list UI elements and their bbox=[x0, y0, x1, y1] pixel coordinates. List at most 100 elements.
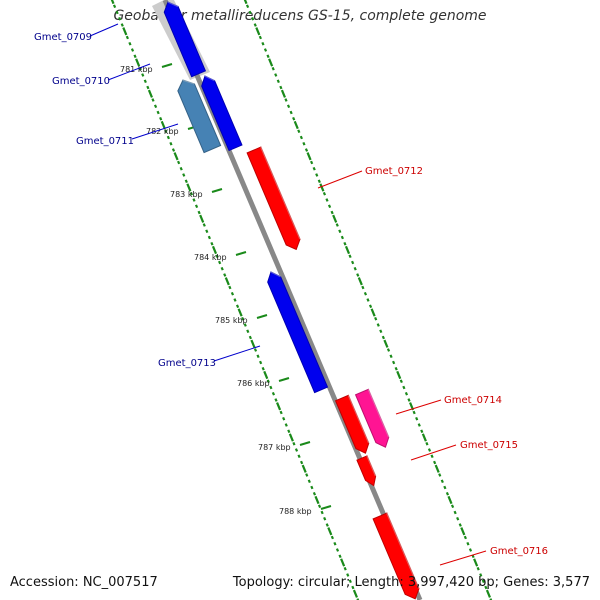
tick-mark bbox=[276, 402, 282, 411]
tick-mark bbox=[310, 485, 314, 490]
tick-mark bbox=[325, 523, 329, 527]
tick-mark bbox=[392, 360, 396, 365]
tick-major-mark bbox=[256, 314, 268, 319]
gene-label[interactable]: Gmet_0710 bbox=[52, 76, 110, 87]
gene-gmet-0713[interactable] bbox=[267, 271, 329, 394]
tick-mark bbox=[404, 391, 409, 396]
gene-label[interactable]: Gmet_0716 bbox=[490, 546, 548, 557]
tick-major-mark bbox=[211, 188, 223, 193]
tick-mark bbox=[259, 360, 263, 365]
tick-mark bbox=[473, 558, 479, 567]
tick-mark bbox=[141, 73, 145, 77]
tick-mark bbox=[223, 273, 227, 277]
tick-mark bbox=[356, 273, 360, 277]
tick-mark bbox=[312, 166, 316, 171]
tick-mark bbox=[128, 41, 132, 46]
tick-mark bbox=[394, 366, 398, 371]
tick-mark bbox=[366, 298, 370, 302]
gene-label-leader bbox=[395, 399, 442, 415]
tick-mark bbox=[284, 98, 288, 102]
tick-mark bbox=[386, 348, 391, 352]
tick-mark bbox=[245, 4, 250, 9]
tick-mark bbox=[315, 173, 319, 177]
tick-mark bbox=[271, 66, 275, 71]
tick-mark bbox=[438, 473, 442, 477]
tick-mark bbox=[292, 116, 296, 121]
tick-mark bbox=[122, 27, 128, 36]
tick-mark bbox=[481, 579, 485, 584]
tick-major-mark bbox=[299, 441, 311, 446]
tick-mark bbox=[274, 73, 278, 77]
tick-mark bbox=[160, 120, 166, 130]
tick-mark bbox=[130, 48, 135, 52]
tick-mark bbox=[376, 323, 380, 327]
tick-mark bbox=[317, 504, 322, 509]
tick-mark bbox=[484, 585, 488, 590]
tick-mark bbox=[319, 183, 325, 192]
gene-label[interactable]: Gmet_0712 bbox=[365, 166, 423, 177]
tick-mark bbox=[434, 464, 440, 473]
tick-major-mark bbox=[320, 505, 332, 510]
gene-gmet-0709[interactable] bbox=[163, 1, 207, 78]
gene-label[interactable]: Gmet_0711 bbox=[76, 136, 134, 147]
tick-label: 788 kbp bbox=[279, 507, 312, 516]
gene-gmet-0714[interactable] bbox=[354, 388, 390, 448]
tick-mark bbox=[135, 58, 141, 67]
gene-gmet-0710[interactable] bbox=[201, 75, 243, 152]
tick-mark bbox=[279, 410, 283, 415]
tick-mark bbox=[300, 460, 304, 465]
tick-mark bbox=[381, 335, 385, 340]
tick-mark bbox=[344, 245, 351, 255]
tick-mark bbox=[340, 235, 344, 240]
tick-mark bbox=[243, 323, 247, 327]
tick-mark bbox=[197, 210, 201, 215]
gene-highlight bbox=[167, 1, 179, 8]
tick-mark bbox=[235, 304, 240, 309]
gene-highlight bbox=[386, 512, 420, 589]
tick-mark bbox=[447, 495, 453, 505]
tick-mark bbox=[299, 135, 303, 140]
tick-mark bbox=[243, 0, 248, 5]
tick-mark bbox=[274, 398, 278, 402]
gene-gmet-0715[interactable] bbox=[334, 394, 370, 454]
tick-mark bbox=[292, 441, 296, 446]
tick-mark bbox=[287, 429, 291, 434]
tick-mark bbox=[276, 79, 280, 84]
gene-label[interactable]: Gmet_0715 bbox=[460, 440, 518, 451]
tick-mark bbox=[443, 485, 447, 490]
tick-mark bbox=[335, 548, 340, 552]
tick-mark bbox=[301, 464, 307, 473]
left-tick-track bbox=[110, 0, 360, 600]
tick-mark bbox=[153, 104, 158, 109]
tick-mark bbox=[320, 510, 324, 515]
gene-highlight bbox=[260, 146, 301, 240]
tick-mark bbox=[255, 27, 261, 36]
gene-gmet-0711[interactable] bbox=[177, 79, 222, 154]
tick-mark bbox=[189, 191, 194, 196]
tick-mark bbox=[263, 48, 268, 52]
gene-gmet-0716[interactable] bbox=[372, 512, 420, 600]
gene-label[interactable]: Gmet_0714 bbox=[444, 395, 502, 406]
gene-highlight bbox=[366, 455, 377, 477]
tick-mark bbox=[256, 354, 260, 359]
tick-mark bbox=[368, 304, 373, 309]
gene-gmet-0715[interactable] bbox=[356, 455, 377, 487]
tick-mark bbox=[332, 214, 338, 223]
tick-mark bbox=[237, 308, 243, 317]
tick-mark bbox=[453, 510, 457, 515]
tick-mark bbox=[352, 589, 358, 598]
gene-label[interactable]: Gmet_0709 bbox=[34, 32, 92, 43]
tick-mark bbox=[421, 433, 427, 442]
tick-mark bbox=[323, 516, 327, 521]
tick-major-mark bbox=[278, 377, 290, 382]
gene-label[interactable]: Gmet_0713 bbox=[158, 358, 216, 369]
tick-mark bbox=[306, 152, 312, 161]
gene-label-leader bbox=[213, 345, 261, 362]
tick-mark bbox=[253, 23, 257, 27]
tick-major-mark bbox=[235, 251, 247, 256]
gene-gmet-0712[interactable] bbox=[246, 146, 301, 251]
tick-label: 784 kbp bbox=[194, 253, 227, 262]
gene-label-leader bbox=[439, 550, 487, 566]
tick-mark bbox=[335, 223, 339, 227]
tick-mark bbox=[333, 541, 337, 546]
